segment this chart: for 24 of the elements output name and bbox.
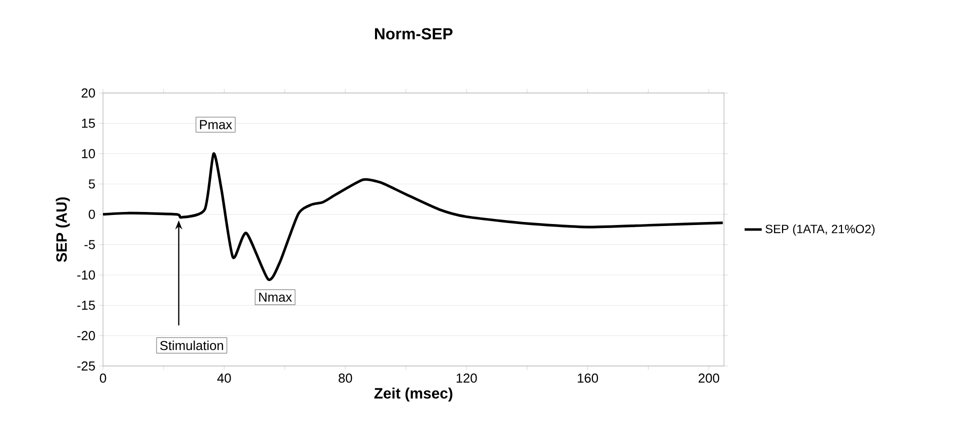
y-tick-label: -20 <box>77 331 95 340</box>
annotation: Pmax <box>200 120 232 130</box>
x-axis-title: Zeit (msec) <box>374 388 452 402</box>
x-tick-label: 40 <box>217 374 231 383</box>
y-tick-label: -15 <box>77 300 95 310</box>
line-series <box>102 152 724 281</box>
x-tick-label: 160 <box>578 374 598 383</box>
annotation: Stimulation <box>160 340 224 350</box>
x-tick-label: 120 <box>456 374 477 383</box>
y-tick-label: 20 <box>82 88 95 98</box>
x-tick-label: 0 <box>100 374 106 383</box>
y-tick-label: 15 <box>82 118 95 128</box>
y-axis-title: SEP (AU) <box>56 197 70 262</box>
y-tick-label: -10 <box>77 270 95 280</box>
y-tick-label: 5 <box>88 179 95 189</box>
x-tick-label: 200 <box>698 374 720 383</box>
y-tick-label: -5 <box>84 240 95 250</box>
legend-label: SEP (1ATA, 21%O2) <box>766 224 875 236</box>
y-tick-label: 0 <box>88 210 95 219</box>
annotation: Nmax <box>259 292 292 302</box>
y-tick-label: 10 <box>82 149 95 158</box>
x-tick-label: 80 <box>338 374 352 383</box>
y-tick-label: -25 <box>77 361 95 371</box>
chart-title: Norm-SEP <box>375 28 453 40</box>
